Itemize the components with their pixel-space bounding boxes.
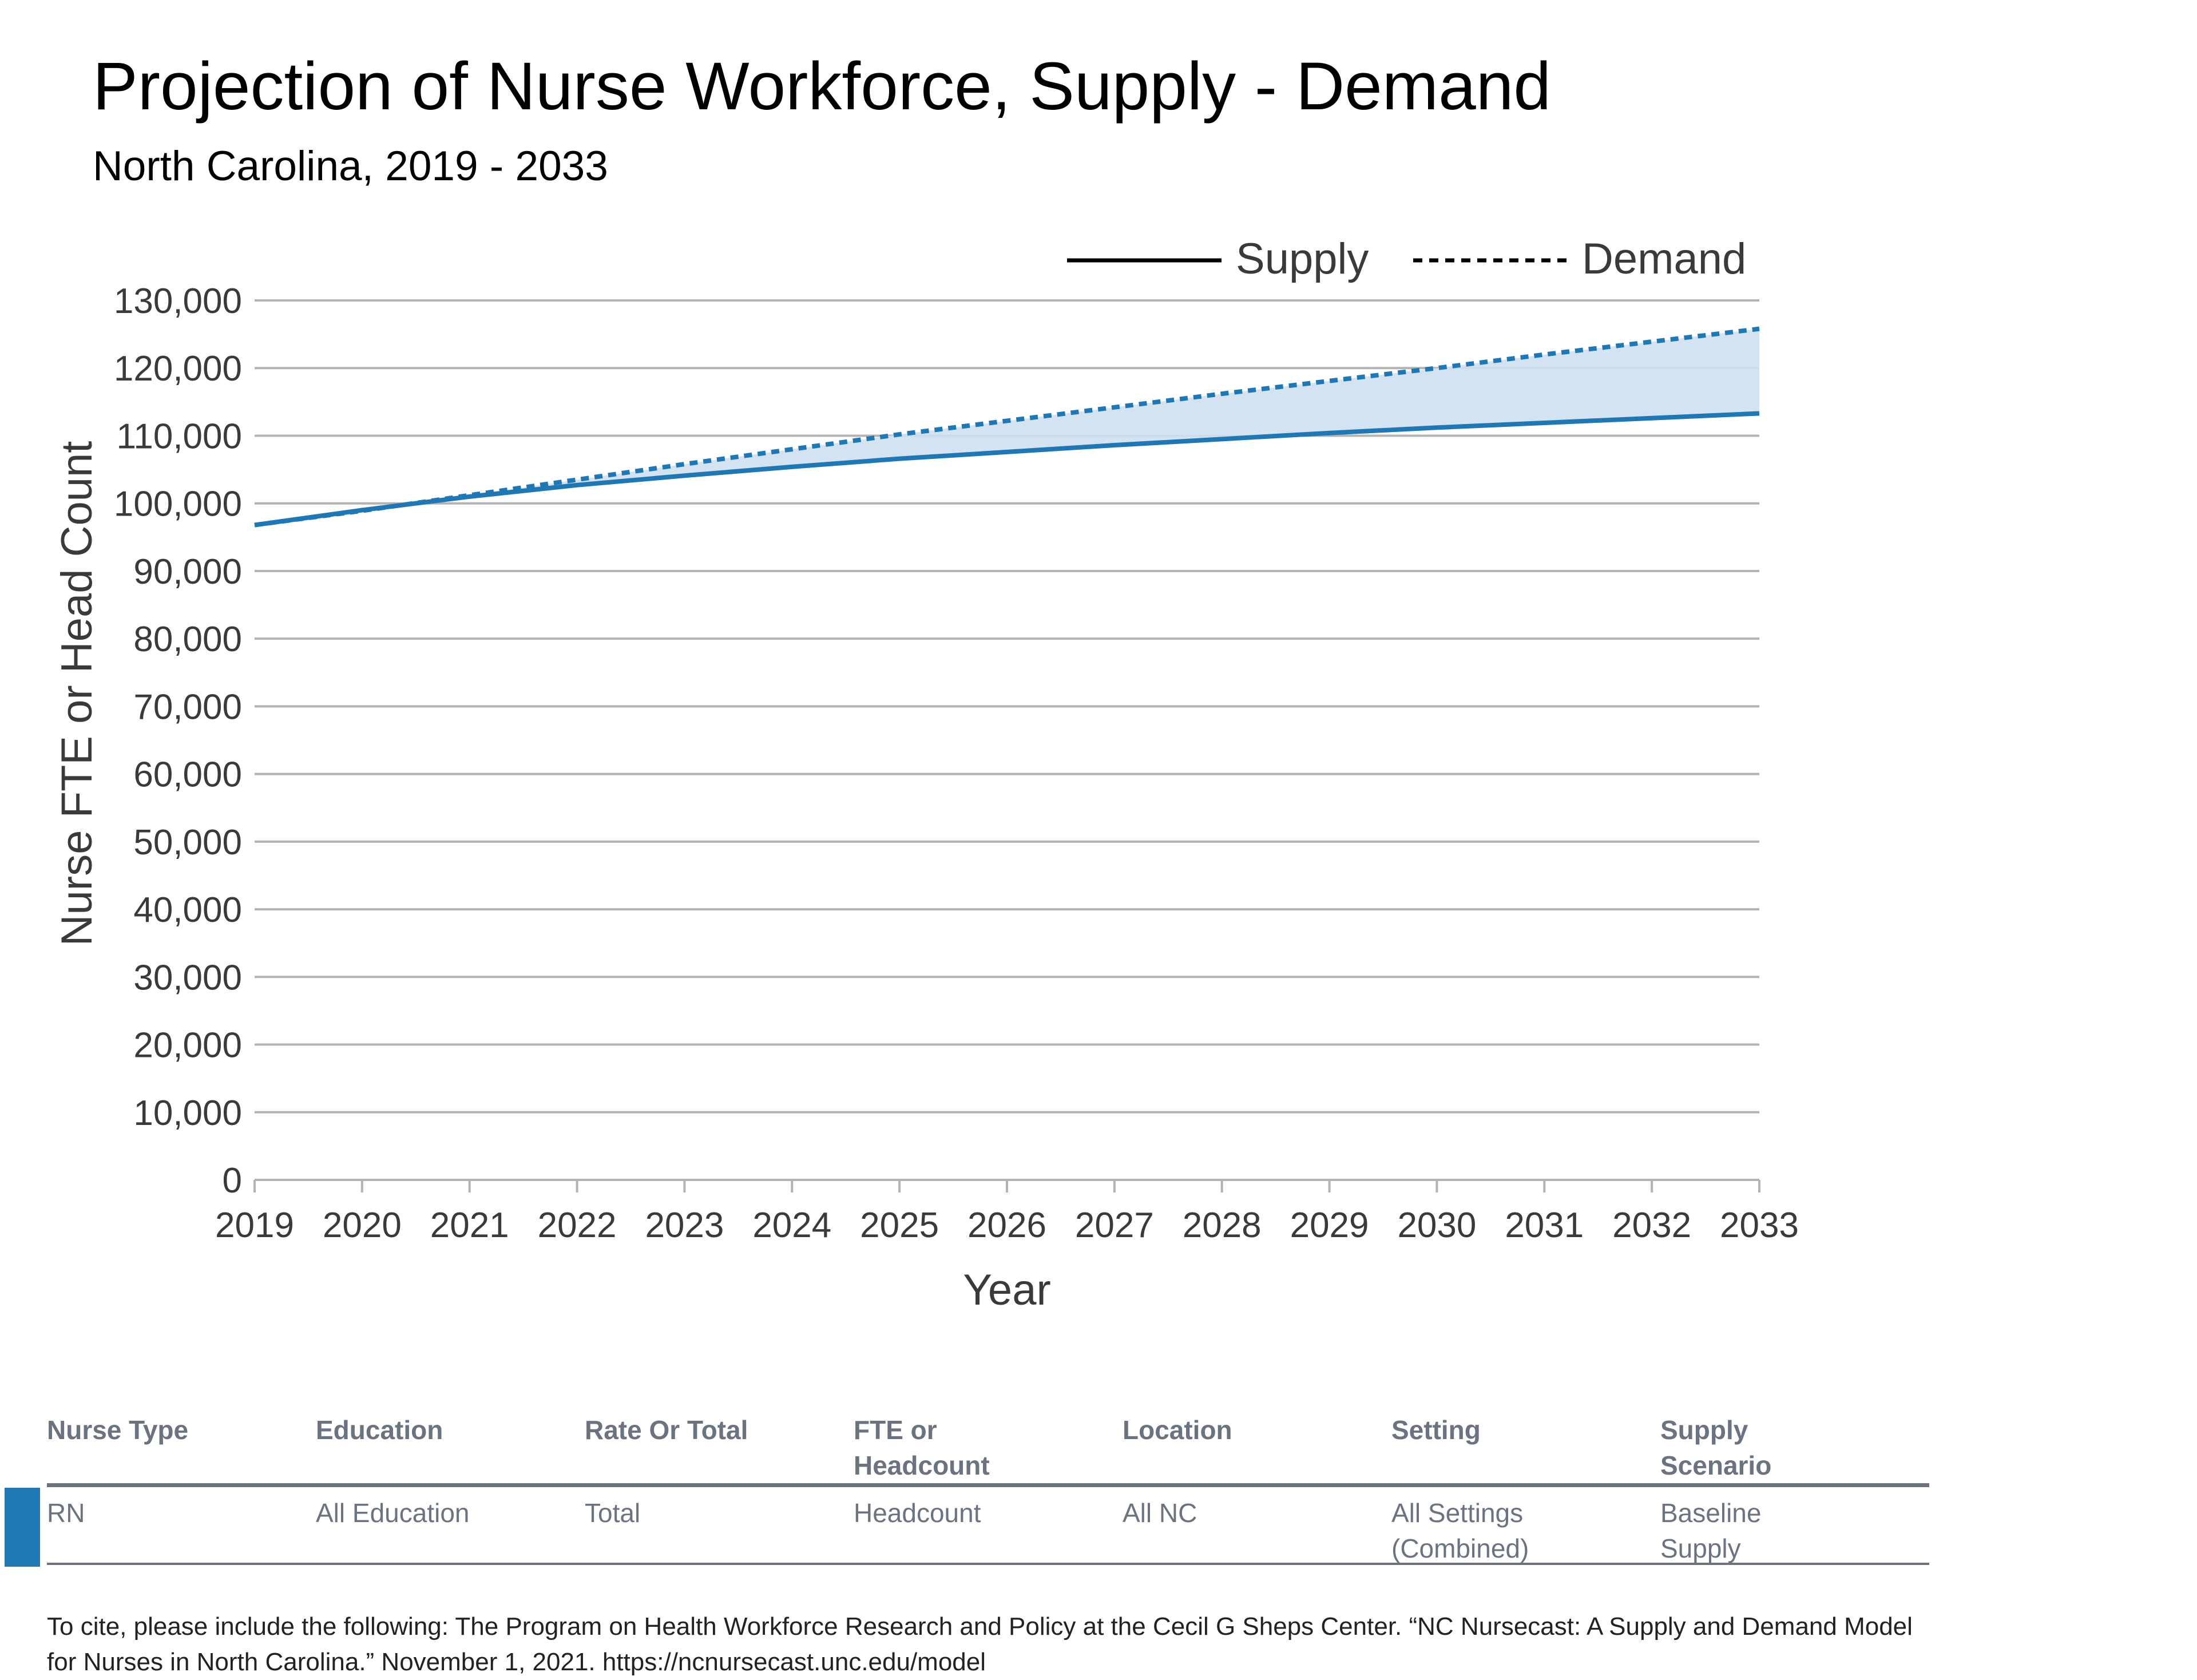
chart-title: Projection of Nurse Workforce, Supply - … [93,49,1551,124]
y-tick-label: 130,000 [114,282,242,321]
supply-line [254,411,1760,528]
y-tick-label: 50,000 [133,823,242,862]
value-supply-scenario: Baseline Supply [1660,1498,1762,1563]
selected-row-marker [5,1488,40,1567]
y-axis-label: Nurse FTE or Head Count [53,441,101,946]
demand-line [254,326,1760,528]
header-location: Location [1123,1415,1232,1445]
filter-header-row: Nurse Type Education Rate Or Total FTE o… [47,1408,1929,1487]
y-tick-label: 100,000 [114,485,242,524]
series-lines [254,326,1760,528]
header-setting: Setting [1391,1415,1481,1445]
chart-canvas: 0 10,000 20,000 30,000 40,000 50,000 60,000 70,… [53,235,1799,1314]
y-tick-label: 120,000 [114,349,242,389]
header-supply-scenario: Supply Scenario [1660,1415,1772,1480]
x-tick-label: 2033 [1720,1206,1799,1245]
x-tick-label: 2029 [1290,1206,1369,1245]
x-tick-label: 2025 [860,1206,939,1245]
value-rate-or-total: Total [585,1498,641,1528]
x-tick-label: 2027 [1075,1206,1154,1245]
axes: 0 10,000 20,000 30,000 40,000 50,000 60,000 70,… [114,282,1799,1245]
header-education: Education [316,1415,443,1445]
x-tick-label: 2020 [323,1206,402,1245]
x-axis-label: Year [963,1266,1051,1314]
x-tick-label: 2019 [215,1206,294,1245]
x-tick-label: 2024 [752,1206,831,1245]
y-tick-label: 0 [223,1161,242,1200]
x-tick-label: 2021 [430,1206,509,1245]
chart-subtitle: North Carolina, 2019 - 2033 [93,143,608,189]
citation-text: To cite, please include the following: T… [47,1612,1913,1676]
value-education: All Education [316,1498,470,1528]
x-tick-label: 2022 [538,1206,617,1245]
y-tick-label: 10,000 [133,1093,242,1133]
y-tick-label: 70,000 [133,687,242,727]
x-tick-label: 2028 [1183,1206,1262,1245]
y-tick-label: 80,000 [133,620,242,659]
filter-summary-table: Nurse Type Education Rate Or Total FTE o… [47,1408,1929,1565]
header-rate-or-total: Rate Or Total [585,1415,748,1445]
x-tick-label: 2032 [1612,1206,1691,1245]
y-tick-label: 60,000 [133,755,242,795]
header-fte-or-headcount: FTE or Headcount [854,1415,990,1480]
filter-value-row[interactable]: RN All Education Total Headcount All NC … [47,1487,1929,1565]
y-tick-label: 30,000 [133,958,242,997]
y-tick-label: 20,000 [133,1026,242,1065]
y-tick-label: 40,000 [133,890,242,930]
x-tick-label: 2023 [645,1206,724,1245]
x-tick-label: 2026 [967,1206,1046,1245]
legend: Supply Demand [1067,235,1746,283]
y-tick-label: 90,000 [133,552,242,592]
legend-supply-label: Supply [1236,235,1369,283]
supply-demand-gap-area [255,328,1759,525]
value-setting: All Settings (Combined) [1391,1498,1529,1563]
header-nurse-type: Nurse Type [47,1415,189,1445]
value-nurse-type: RN [47,1498,85,1528]
value-fte-or-headcount: Headcount [854,1498,981,1528]
x-tick-label: 2030 [1397,1206,1476,1245]
value-location: All NC [1123,1498,1197,1528]
gap-area-layer [255,328,1759,525]
y-tick-label: 110,000 [116,417,242,456]
legend-demand-label: Demand [1582,235,1746,283]
x-tick-label: 2031 [1505,1206,1584,1245]
